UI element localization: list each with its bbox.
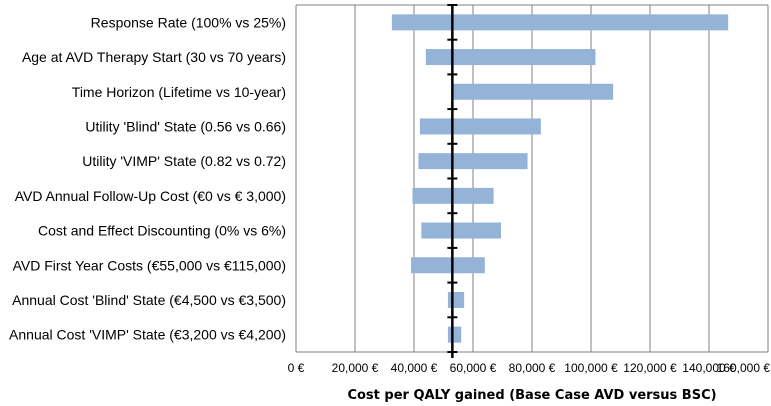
x-tick-label-6: 120,000 € [623,361,677,375]
category-label-1: Age at AVD Therapy Start (30 vs 70 years… [22,49,286,65]
bar-3 [419,118,541,135]
bar-9 [447,326,462,343]
x-tick-labels: 0 € 20,000 € 40,000 € 60,000 € 80,000 € 100,0… [288,361,771,375]
x-tick-label-1: 20,000 € [332,361,379,375]
x-tick-label-4: 80,000 € [509,361,556,375]
bar-8 [447,291,465,308]
bar-1 [425,49,596,66]
bar-7 [411,257,485,274]
category-label-7: AVD First Year Costs (€55,000 vs €115,00… [13,257,286,273]
x-axis-title: Cost per QALY gained (Base Case AVD vers… [347,388,716,403]
category-label-5: AVD Annual Follow-Up Cost (€0 vs € 3,000… [15,188,286,204]
category-label-2: Time Horizon (Lifetime vs 10-year) [72,84,286,100]
category-label-6: Cost and Effect Discounting (0% vs 6%) [38,223,286,239]
category-label-3: Utility 'Blind' State (0.56 vs 0.66) [85,118,286,134]
x-tick-label-2: 40,000 € [391,361,438,375]
category-label-8: Annual Cost 'Blind' State (€4,500 vs €3,… [12,292,286,308]
x-tick-label-7: 140,000 € [682,361,736,375]
x-tick-label-5: 100,000 € [564,361,618,375]
category-label-0: Response Rate (100% vs 25%) [91,14,286,30]
base-case-line [447,4,458,358]
bar-2 [452,83,614,100]
bar-4 [418,153,528,170]
x-tick-label-3: 60,000 € [450,361,497,375]
category-label-4: Utility 'VIMP' State (0.82 vs 0.72) [82,153,286,169]
x-tick-label-8: 160,000 € [717,361,771,375]
x-tick-label-0: 0 € [288,361,305,375]
category-labels: Response Rate (100% vs 25%) Age at AVD Th… [9,14,286,342]
category-label-9: Annual Cost 'VIMP' State (€3,200 vs €4,2… [9,327,286,343]
bar-0 [391,14,729,31]
bar-6 [421,222,502,239]
range-bars [391,14,729,343]
